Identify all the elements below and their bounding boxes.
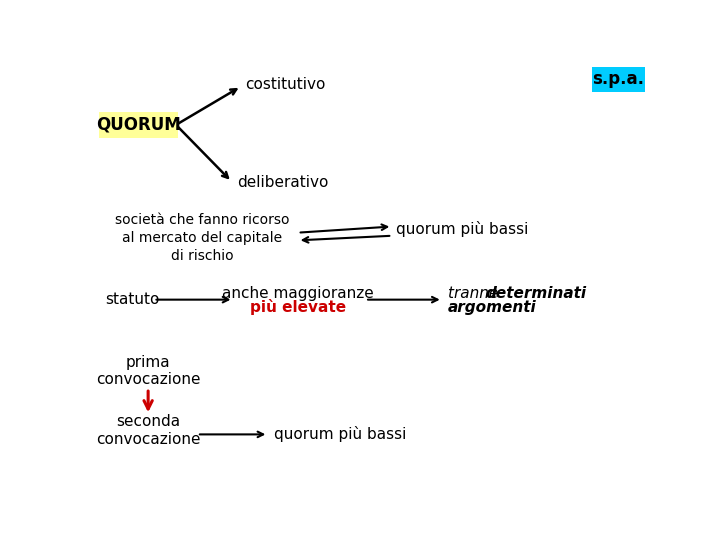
Text: costitutivo: costitutivo: [245, 77, 325, 92]
Text: anche maggioranze: anche maggioranze: [222, 286, 374, 301]
FancyBboxPatch shape: [99, 112, 178, 138]
Text: QUORUM: QUORUM: [96, 116, 181, 134]
Text: quorum più bassi: quorum più bassi: [274, 427, 406, 442]
Text: s.p.a.: s.p.a.: [593, 70, 644, 89]
Text: argomenti: argomenti: [448, 300, 537, 315]
Text: tranne: tranne: [448, 286, 503, 301]
Text: determinati: determinati: [485, 286, 586, 301]
Text: società che fanno ricorso
al mercato del capitale
di rischio: società che fanno ricorso al mercato del…: [115, 213, 289, 264]
Text: deliberativo: deliberativo: [238, 175, 328, 190]
FancyBboxPatch shape: [593, 67, 645, 92]
Text: quorum più bassi: quorum più bassi: [396, 221, 528, 237]
Text: prima
convocazione: prima convocazione: [96, 355, 200, 388]
Text: statuto: statuto: [106, 292, 160, 307]
Text: seconda
convocazione: seconda convocazione: [96, 414, 200, 447]
Text: più elevate: più elevate: [250, 299, 346, 315]
